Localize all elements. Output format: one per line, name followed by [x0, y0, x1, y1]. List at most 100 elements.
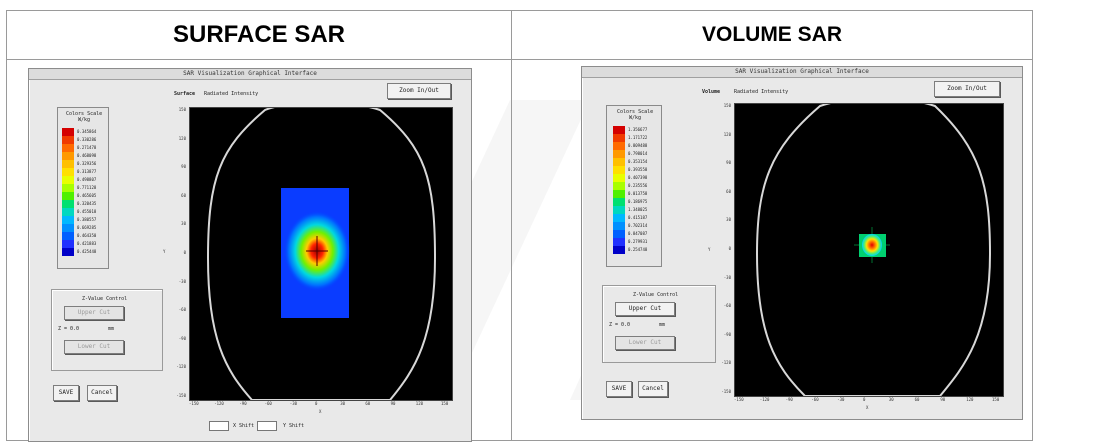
x-tick-label: -90	[785, 397, 793, 402]
view-mode-label: Volume	[702, 89, 721, 95]
scale-swatch	[62, 168, 74, 176]
x-tick-label: 150	[992, 397, 1000, 402]
y-tick-label: 90	[181, 164, 186, 170]
sar-plot-area[interactable]	[734, 97, 1004, 397]
x-axis-ticks: -150 -120 -90 -60 -30 0 30 60 90 120 150	[734, 397, 1002, 405]
y-shift-label: Y Shift	[283, 423, 305, 429]
scale-swatch	[613, 134, 625, 142]
sar-plot	[206, 101, 437, 401]
z-value-group: Z-Value Control Upper Cut Z = 0.0 mm Low…	[602, 285, 716, 363]
scale-swatch	[62, 200, 74, 208]
view-mode-label: Surface	[174, 91, 196, 97]
y-tick-label: -90	[178, 335, 186, 341]
header-volume-sar: VOLUME SAR	[511, 10, 1033, 60]
y-tick-label: -60	[178, 307, 186, 313]
scale-swatch	[613, 126, 625, 134]
scale-value: 0.465605	[77, 193, 97, 198]
lower-cut-button[interactable]: Lower Cut	[64, 340, 124, 354]
y-axis-label: Y	[708, 247, 711, 252]
scale-swatch	[62, 192, 74, 200]
x-tick-label: -150	[734, 397, 744, 402]
x-shift-input[interactable]	[209, 421, 229, 431]
window-titlebar: SAR Visualization Graphical Interface	[582, 67, 1022, 78]
scale-value: 0.320435	[77, 201, 97, 206]
scale-value: 0.345864	[77, 129, 97, 134]
cancel-button[interactable]: Cancel	[638, 381, 668, 397]
x-tick-label: -60	[264, 401, 272, 406]
y-tick-label: 120	[723, 131, 731, 137]
y-tick-label: 120	[178, 135, 186, 141]
scale-swatch	[62, 160, 74, 168]
scale-value: 0.669285	[77, 225, 97, 230]
x-tick-label: -30	[837, 397, 845, 402]
color-scale-panel: Colors Scale W/kg 1.356677 1.171722 0.8094…	[606, 105, 662, 267]
scale-value: 0.464350	[77, 233, 97, 238]
scale-swatch	[62, 128, 74, 136]
x-tick-label: 90	[940, 397, 946, 402]
view-type-label: Radiated Intensity	[734, 89, 789, 95]
body-outline	[206, 101, 437, 401]
y-tick-label: 30	[181, 221, 186, 227]
scale-value: 1.171722	[628, 135, 648, 140]
y-tick-label: -150	[721, 389, 731, 394]
y-shift-input[interactable]	[257, 421, 277, 431]
scale-swatch	[613, 158, 625, 166]
x-tick-label: -120	[214, 401, 224, 406]
scale-value: 0.330286	[77, 137, 97, 142]
scale-value: 0.380557	[77, 217, 97, 222]
x-tick-label: 90	[390, 401, 396, 406]
scale-value: 0.421883	[77, 241, 97, 246]
sar-plot	[755, 97, 992, 397]
upper-cut-button[interactable]: Upper Cut	[64, 306, 124, 320]
z-value-group-label: Z-Value Control	[82, 296, 128, 302]
y-tick-label: -120	[176, 364, 186, 370]
body-outline	[755, 97, 992, 397]
cancel-button[interactable]: Cancel	[87, 385, 117, 401]
y-tick-label: -90	[723, 331, 731, 337]
scale-swatch	[613, 190, 625, 198]
x-tick-label: -150	[189, 401, 199, 406]
scale-value: 0.468098	[77, 153, 97, 158]
y-tick-label: 0	[183, 250, 186, 255]
save-button[interactable]: SAVE	[606, 381, 632, 397]
x-axis-ticks: -150 -120 -90 -60 -30 0 30 60 90 120 150	[189, 401, 451, 409]
x-tick-label: -30	[289, 401, 298, 406]
x-axis-label: X	[319, 409, 322, 414]
y-axis-label: Y	[163, 249, 166, 254]
x-tick-label: 0	[315, 401, 318, 406]
y-tick-label: 60	[181, 192, 186, 198]
scale-value: 0.798014	[628, 151, 648, 156]
x-tick-label: 30	[340, 401, 346, 406]
lower-cut-button[interactable]: Lower Cut	[615, 336, 675, 350]
scale-swatch	[62, 224, 74, 232]
scale-swatch	[62, 176, 74, 184]
scale-value: 0.353154	[628, 159, 648, 164]
scale-value: 0.425448	[77, 249, 97, 254]
scale-value: 0.279931	[628, 239, 648, 244]
y-tick-label: -60	[723, 303, 731, 309]
scale-swatch	[62, 184, 74, 192]
sar-plot-area[interactable]	[189, 101, 453, 401]
upper-cut-button[interactable]: Upper Cut	[615, 302, 675, 316]
scale-swatch	[613, 222, 625, 230]
window-titlebar: SAR Visualization Graphical Interface	[29, 69, 471, 80]
surface-sar-window: SAR Visualization Graphical Interface Su…	[28, 68, 472, 442]
z-value-readout: Z = 0.0	[58, 326, 80, 332]
color-scale-title: Colors Scale W/kg	[66, 111, 103, 123]
scale-value: 0.771128	[77, 185, 97, 190]
volume-sar-window: SAR Visualization Graphical Interface Vo…	[581, 66, 1023, 420]
scale-swatch	[62, 248, 74, 256]
y-tick-label: 150	[178, 107, 186, 112]
color-scale-title: Colors Scale W/kg	[617, 109, 654, 121]
scale-swatch	[613, 206, 625, 214]
zoom-button[interactable]: Zoom In/Out	[934, 81, 1000, 97]
scale-value: 0.235556	[628, 183, 648, 188]
z-value-readout: Z = 0.0	[609, 322, 631, 328]
scale-value: 0.254748	[628, 247, 648, 252]
save-button[interactable]: SAVE	[53, 385, 79, 401]
scale-swatch	[613, 214, 625, 222]
scale-value: 0.013758	[628, 191, 648, 196]
scale-value: 0.329356	[77, 161, 97, 166]
zoom-button[interactable]: Zoom In/Out	[387, 83, 451, 99]
scale-value: 1.348025	[628, 207, 648, 212]
